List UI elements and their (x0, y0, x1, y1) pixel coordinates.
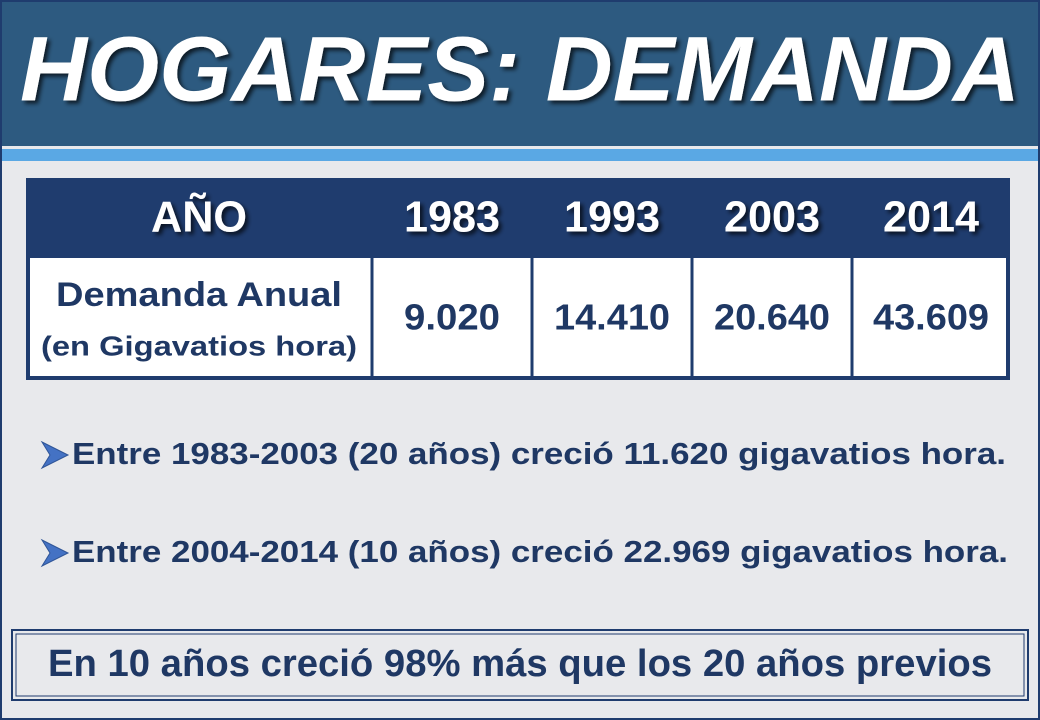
cell-value: 43.609 (873, 297, 989, 338)
cell-value: 14.410 (554, 297, 670, 338)
column-header: 2003 (724, 193, 820, 242)
row-label: Demanda Anual (56, 276, 342, 314)
column-header: 2014 (883, 193, 980, 242)
cell-value: 9.020 (404, 297, 500, 338)
column-header: 1993 (564, 193, 660, 242)
conclusion-text: En 10 años creció 98% más que los 20 año… (48, 643, 992, 685)
column-header: 1983 (404, 193, 500, 242)
column-header: AÑO (151, 192, 247, 242)
box-outer (11, 629, 1029, 701)
bullet-arrow (40, 538, 70, 568)
bullet-arrow (40, 440, 70, 470)
header-stripe (0, 149, 1040, 161)
header-band (0, 0, 1040, 146)
bullet-text: Entre 1983-2003 (20 años) creció 11.620 … (72, 436, 1006, 471)
box-inner (15, 633, 1025, 697)
table-body-row (26, 254, 1010, 380)
bullet-text: Entre 2004-2014 (10 años) creció 22.969 … (72, 534, 1008, 569)
conclusion-box: En 10 años creció 98% más que los 20 año… (11, 629, 1029, 701)
table-header-row (26, 178, 1010, 256)
table: AÑO 1983 1993 2003 2014 Demanda Anual (e… (26, 178, 1010, 380)
title: HOGARES: DEMANDA (20, 18, 1020, 120)
cell-value: 20.640 (714, 297, 830, 338)
row-sublabel: (en Gigavatios hora) (41, 330, 357, 361)
